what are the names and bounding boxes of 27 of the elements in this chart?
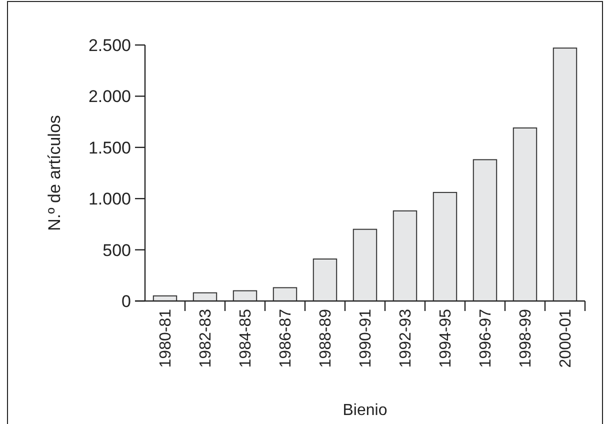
bar xyxy=(312,258,338,302)
x-tick-label: 1980-81 xyxy=(158,308,175,368)
bar xyxy=(512,127,538,302)
y-tick-label: 1.000 xyxy=(88,190,131,209)
y-tick-label: 500 xyxy=(102,240,131,260)
x-tick-label: 1982-83 xyxy=(198,308,215,368)
x-tick-label: 1986-87 xyxy=(278,308,295,368)
y-axis-title: N.º de artículos xyxy=(45,115,64,231)
x-axis-title: Bienio xyxy=(342,402,388,419)
bar xyxy=(272,287,298,302)
x-tick-label: 1988-89 xyxy=(318,308,335,368)
y-tick-label: 0 xyxy=(122,292,131,311)
bar xyxy=(392,210,418,302)
bar xyxy=(552,48,578,302)
y-tick-label: 1.500 xyxy=(88,138,131,158)
x-tick-label: 1992-93 xyxy=(398,308,415,368)
x-tick-label: 1990-91 xyxy=(358,308,375,368)
x-tick-label: 2000-01 xyxy=(558,308,575,368)
x-tick-label: 1994-95 xyxy=(438,308,455,368)
bar xyxy=(472,159,498,302)
x-tick-label: 1984-85 xyxy=(238,308,255,368)
x-tick-label: 1996-97 xyxy=(478,308,495,368)
x-tick-label: 1998-99 xyxy=(518,308,535,368)
bar xyxy=(432,192,458,302)
y-tick-label: 2.500 xyxy=(88,36,131,55)
y-tick-label: 2.000 xyxy=(88,87,131,106)
bar xyxy=(352,228,378,302)
